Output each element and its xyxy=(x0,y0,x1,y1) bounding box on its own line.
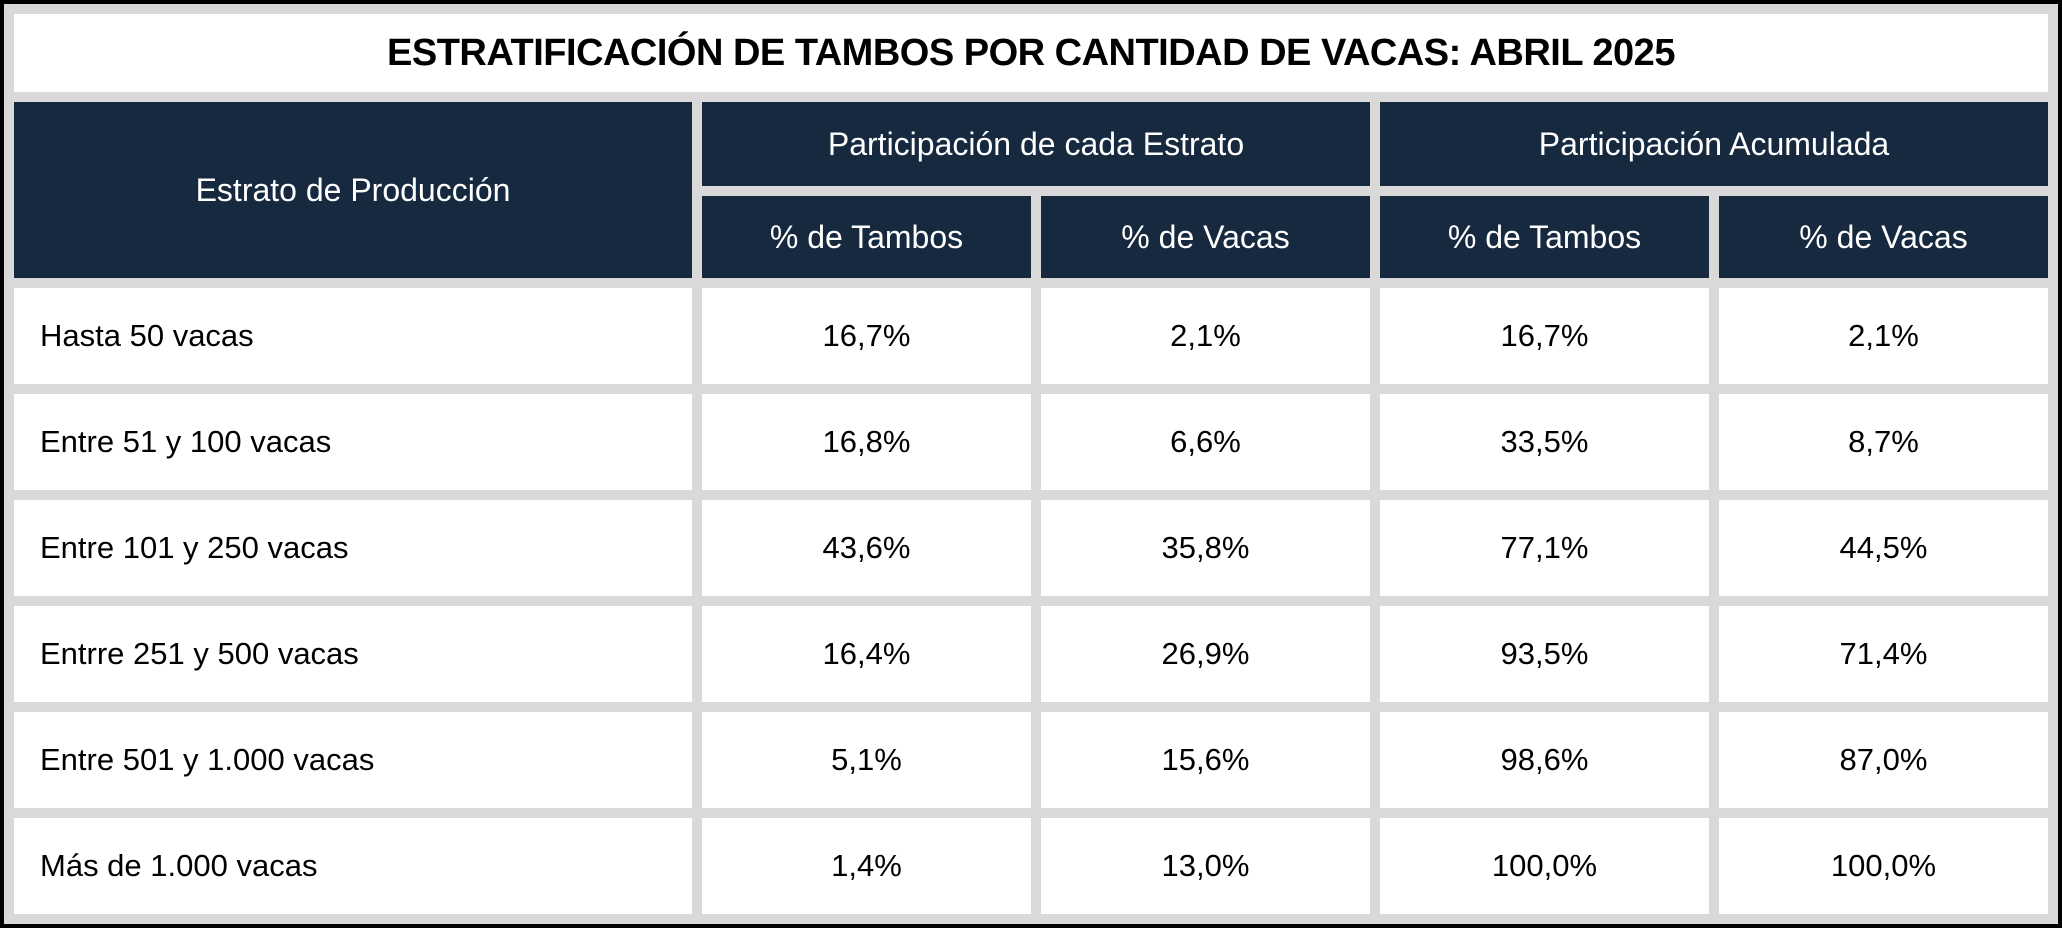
cell-value: 13,0% xyxy=(1041,818,1370,914)
cell-value: 35,8% xyxy=(1041,500,1370,596)
column-header-vacas-estrato: % de Vacas xyxy=(1041,196,1370,278)
sub-header-row: % de Tambos % de Vacas % de Tambos % de … xyxy=(14,196,2048,278)
table-row: Entre 501 y 1.000 vacas 5,1% 15,6% 98,6%… xyxy=(14,712,2048,808)
cell-value: 8,7% xyxy=(1719,394,2048,490)
cell-value: 16,7% xyxy=(702,288,1031,384)
cell-value: 44,5% xyxy=(1719,500,2048,596)
row-label: Hasta 50 vacas xyxy=(14,288,692,384)
row-label: Más de 1.000 vacas xyxy=(14,818,692,914)
cell-value: 16,4% xyxy=(702,606,1031,702)
cell-value: 16,8% xyxy=(702,394,1031,490)
table-row: Entre 51 y 100 vacas 16,8% 6,6% 33,5% 8,… xyxy=(14,394,2048,490)
cell-value: 100,0% xyxy=(1380,818,1709,914)
group-header-row: Estrato de Producción Participación de c… xyxy=(14,102,2048,278)
cell-value: 1,4% xyxy=(702,818,1031,914)
cell-value: 77,1% xyxy=(1380,500,1709,596)
column-header-vacas-acumulada: % de Vacas xyxy=(1719,196,2048,278)
cell-value: 26,9% xyxy=(1041,606,1370,702)
cell-value: 2,1% xyxy=(1719,288,2048,384)
cell-value: 6,6% xyxy=(1041,394,1370,490)
row-label: Entrre 251 y 500 vacas xyxy=(14,606,692,702)
cell-value: 5,1% xyxy=(702,712,1031,808)
table-row: Hasta 50 vacas 16,7% 2,1% 16,7% 2,1% xyxy=(14,288,2048,384)
cell-value: 16,7% xyxy=(1380,288,1709,384)
cell-value: 2,1% xyxy=(1041,288,1370,384)
table-row: Entre 101 y 250 vacas 43,6% 35,8% 77,1% … xyxy=(14,500,2048,596)
group-header-participacion-acumulada: Participación Acumulada xyxy=(1380,102,2048,186)
table-row: Más de 1.000 vacas 1,4% 13,0% 100,0% 100… xyxy=(14,818,2048,914)
column-header-tambos-acumulada: % de Tambos xyxy=(1380,196,1709,278)
group-header-participacion-estrato: Participación de cada Estrato xyxy=(702,102,1370,186)
column-header-estrato: Estrato de Producción xyxy=(14,102,692,278)
row-label: Entre 101 y 250 vacas xyxy=(14,500,692,596)
cell-value: 93,5% xyxy=(1380,606,1709,702)
stratification-table: ESTRATIFICACIÓN DE TAMBOS POR CANTIDAD D… xyxy=(4,4,2058,924)
cell-value: 100,0% xyxy=(1719,818,2048,914)
row-label: Entre 51 y 100 vacas xyxy=(14,394,692,490)
cell-value: 15,6% xyxy=(1041,712,1370,808)
cell-value: 98,6% xyxy=(1380,712,1709,808)
column-header-tambos-estrato: % de Tambos xyxy=(702,196,1031,278)
cell-value: 87,0% xyxy=(1719,712,2048,808)
cell-value: 33,5% xyxy=(1380,394,1709,490)
title-row: ESTRATIFICACIÓN DE TAMBOS POR CANTIDAD D… xyxy=(14,14,2048,92)
table-row: Entrre 251 y 500 vacas 16,4% 26,9% 93,5%… xyxy=(14,606,2048,702)
cell-value: 43,6% xyxy=(702,500,1031,596)
page-title: ESTRATIFICACIÓN DE TAMBOS POR CANTIDAD D… xyxy=(14,14,2048,92)
row-label: Entre 501 y 1.000 vacas xyxy=(14,712,692,808)
cell-value: 71,4% xyxy=(1719,606,2048,702)
